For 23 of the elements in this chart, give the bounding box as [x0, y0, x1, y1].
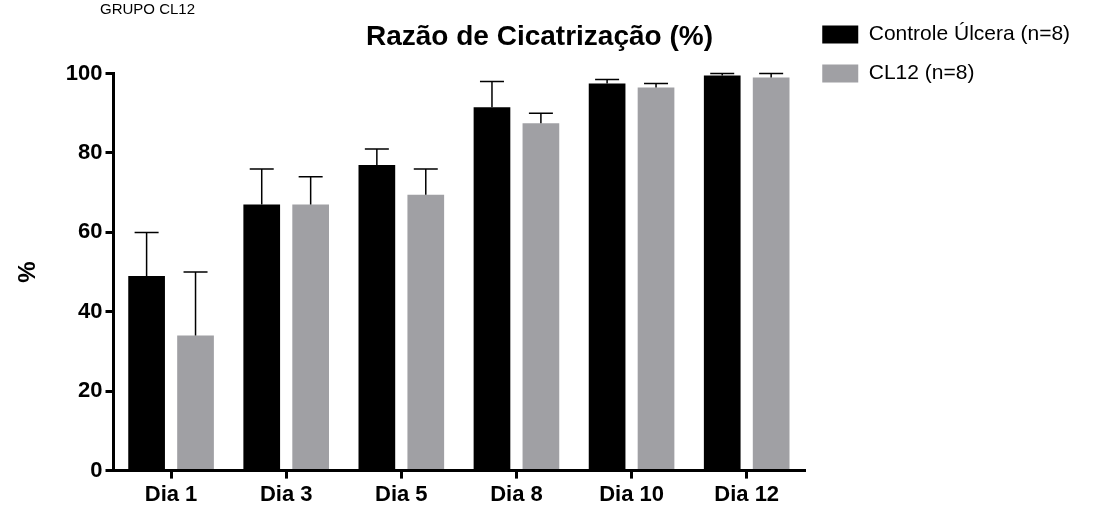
y-tick-label: 0 [90, 456, 103, 482]
legend-label: CL12 (n=8) [868, 60, 975, 84]
y-tick-label: 80 [78, 139, 103, 165]
x-tick-label: Dia 1 [144, 480, 198, 506]
bar [292, 204, 329, 470]
x-tick-label: Dia 5 [375, 480, 428, 506]
bar [522, 123, 560, 470]
x-tick-label: Dia 8 [490, 480, 543, 506]
bar [637, 87, 675, 470]
x-tick-label: Dia 10 [599, 480, 664, 506]
x-tick-label: Dia 12 [714, 480, 780, 506]
chart-title: Razão de Cicatrização (%) [366, 19, 713, 51]
y-tick-label: 20 [78, 377, 103, 403]
x-tick-label: Dia 3 [259, 480, 313, 506]
bar [752, 77, 790, 470]
y-axis-title: % [13, 261, 41, 283]
legend-label: Controle Úlcera (n=8) [868, 21, 1071, 45]
bar [177, 335, 214, 470]
y-tick-label: 60 [78, 218, 103, 244]
y-tick-label: 40 [78, 297, 103, 323]
y-tick-label: 100 [65, 59, 103, 85]
bar [407, 194, 445, 470]
text: GRUPO CL12 [100, 0, 196, 17]
